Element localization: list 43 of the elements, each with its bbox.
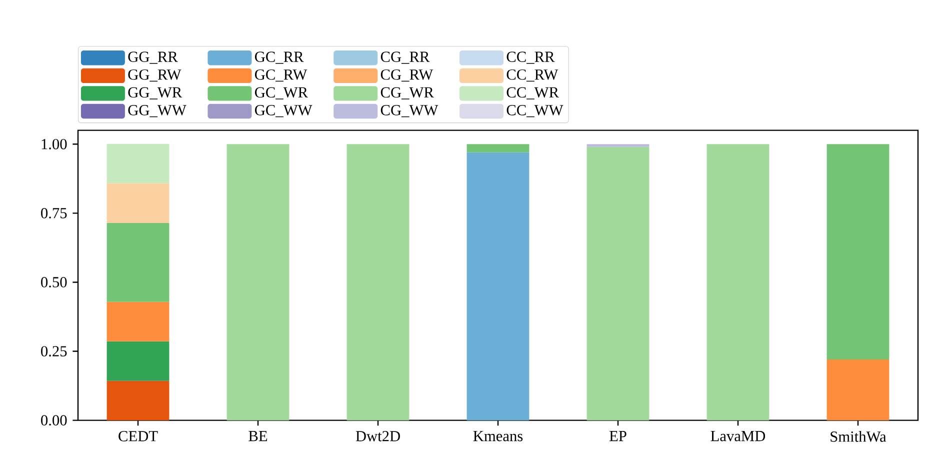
bar: [826, 144, 890, 360]
bar: [106, 341, 170, 381]
legend-label: GG_WW: [128, 105, 186, 118]
bar: [106, 144, 170, 184]
legend-label: CC_RW: [506, 69, 558, 82]
legend-label: CG_WW: [380, 105, 438, 118]
legend-label: CG_WR: [380, 87, 434, 100]
legend-label: GC_RR: [254, 52, 304, 64]
y-tick-label: 0.50: [41, 277, 67, 288]
legend-label: GG_RR: [128, 52, 178, 64]
bar: [466, 152, 530, 420]
x-tick-label: SmithWa: [830, 431, 886, 442]
y-tick-label: 1.00: [42, 138, 67, 150]
legend-label: GC_WW: [254, 105, 312, 118]
bar: [106, 222, 170, 302]
x-tick-label: Dwt2D: [356, 431, 400, 442]
legend-label: GG_RW: [128, 69, 182, 82]
legend-label: GC_WR: [254, 87, 308, 100]
x-tick-label: LavaMD: [710, 431, 766, 442]
x-tick-label: CEDT: [118, 431, 158, 442]
y-tick-label: 0.25: [41, 346, 67, 356]
legend-label: CG_RW: [380, 69, 434, 82]
bar: [466, 144, 530, 152]
y-tick-label: 0.00: [41, 415, 67, 426]
bar: [826, 360, 890, 420]
x-tick-label: BE: [248, 431, 268, 442]
bar: [226, 144, 290, 420]
bar: [586, 144, 650, 147]
bar: [106, 302, 170, 342]
legend-label: CG_RR: [380, 52, 430, 64]
bar: [106, 380, 170, 420]
legend-label: CC_WW: [506, 105, 564, 118]
bar: [106, 183, 170, 223]
x-tick-label: Kmeans: [473, 431, 523, 442]
legend-label: GC_RW: [254, 69, 308, 82]
legend-label: GG_WR: [128, 87, 182, 100]
bar: [346, 144, 410, 420]
bar: [586, 146, 650, 420]
legend-label: CC_RR: [506, 52, 555, 64]
x-tick-label: EP: [609, 431, 626, 442]
y-tick-label: 0.75: [41, 208, 67, 218]
legend-label: CC_WR: [506, 87, 559, 100]
bar: [706, 144, 770, 420]
